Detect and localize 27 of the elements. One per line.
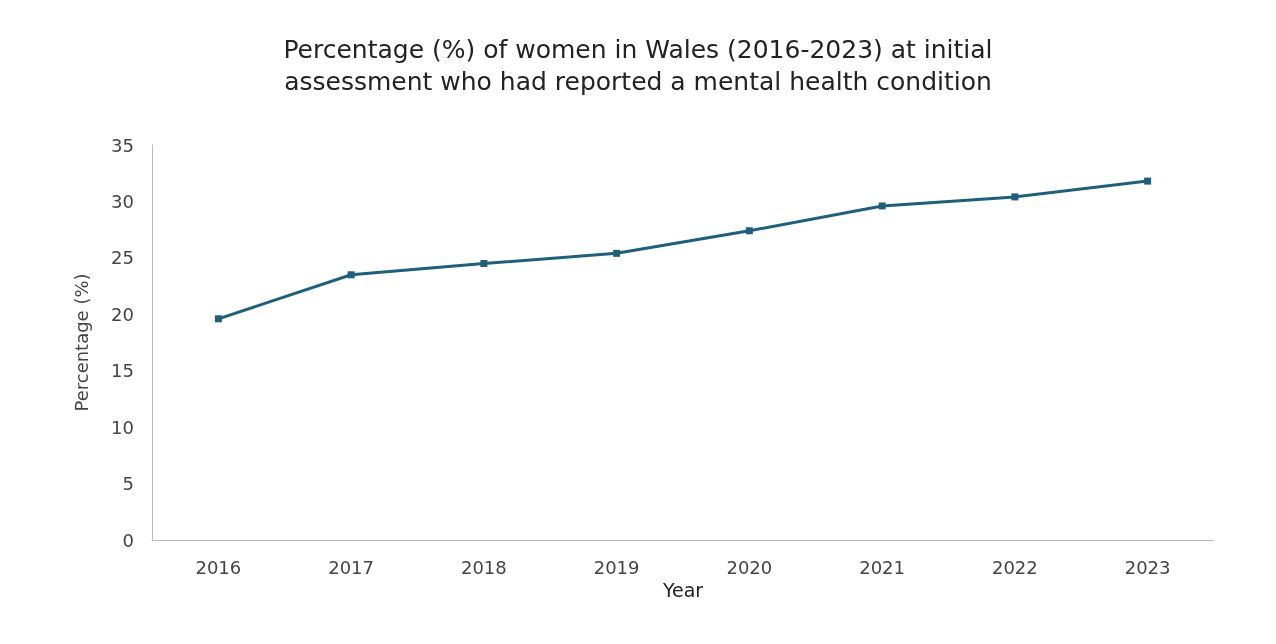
point <box>347 271 355 279</box>
y-tick-label: 15 <box>111 360 134 382</box>
x-tick-label: 2017 <box>328 556 375 578</box>
point <box>1011 193 1019 201</box>
x-tick-label: 2021 <box>859 556 906 578</box>
y-tick-label: 0 <box>122 529 134 551</box>
x-tick-label: 2022 <box>991 556 1038 578</box>
y-tick-label: 35 <box>111 134 134 156</box>
x-tick-label: 2016 <box>195 556 242 578</box>
y-tick-label: 10 <box>111 416 134 438</box>
x-tick-label: 2020 <box>726 556 773 578</box>
y-tick-label: 30 <box>111 190 134 212</box>
x-tick-label: 2023 <box>1124 556 1171 578</box>
y-tick-label: 25 <box>111 247 134 269</box>
point <box>613 249 621 257</box>
point <box>214 315 222 323</box>
point <box>745 227 753 235</box>
y-tick-label: 5 <box>122 473 134 495</box>
y-axis-title: Percentage (%) <box>70 273 92 412</box>
x-axis-title: Year <box>661 579 704 602</box>
x-tick-label: 2018 <box>460 556 507 578</box>
point <box>878 202 886 210</box>
point <box>480 260 488 267</box>
y-tick-label: 20 <box>111 303 134 325</box>
point <box>1144 177 1152 185</box>
x-tick-label: 2019 <box>593 556 640 578</box>
chart-title: Percentage (%) of women in Wales (2016-2023) at initial assessment who had reported a mental health condition <box>283 34 993 96</box>
